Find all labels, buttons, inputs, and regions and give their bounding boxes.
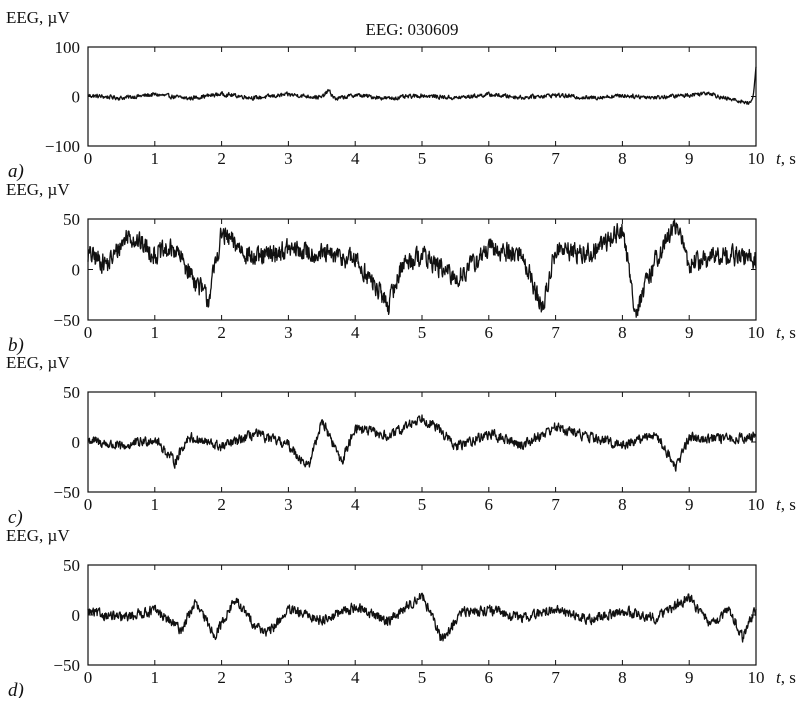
eeg-signal-line <box>87 66 757 105</box>
y-tick-label: 50 <box>63 383 80 402</box>
x-tick-label: 3 <box>284 495 293 514</box>
x-axis-label: t, s <box>776 495 796 514</box>
x-tick-label: 8 <box>618 323 627 342</box>
eeg-signal-line <box>87 592 757 643</box>
y-axis-label: EEG, µV <box>6 526 70 545</box>
y-axis-label: EEG, µV <box>6 180 70 199</box>
chart-title: EEG: 030609 <box>365 20 458 39</box>
x-tick-label: 3 <box>284 149 293 168</box>
y-tick-label: 0 <box>72 606 81 625</box>
y-axis-label: EEG, µV <box>6 353 70 372</box>
plot-frame <box>87 391 757 493</box>
x-tick-label: 0 <box>84 149 93 168</box>
y-tick-label: 50 <box>63 556 80 575</box>
x-tick-label: 2 <box>217 149 226 168</box>
x-tick-label: 4 <box>351 495 360 514</box>
x-tick-label: 8 <box>618 495 627 514</box>
x-tick-label: 1 <box>151 495 160 514</box>
x-tick-label: 6 <box>485 495 494 514</box>
x-tick-label: 7 <box>551 495 560 514</box>
panel-letter: d) <box>8 680 24 698</box>
y-tick-label: 50 <box>63 210 80 229</box>
x-tick-label: 1 <box>151 668 160 687</box>
y-tick-label: −50 <box>53 483 80 502</box>
x-tick-label: 0 <box>84 495 93 514</box>
x-tick-label: 7 <box>551 668 560 687</box>
panel-letter: c) <box>8 507 23 528</box>
x-tick-label: 7 <box>551 323 560 342</box>
y-tick-label: −100 <box>45 137 80 156</box>
x-tick-label: 5 <box>418 668 427 687</box>
panel-letter: b) <box>8 335 24 356</box>
y-tick-label: 0 <box>72 261 81 280</box>
x-tick-label: 0 <box>84 668 93 687</box>
x-tick-label: 2 <box>217 495 226 514</box>
y-tick-label: 100 <box>55 38 81 57</box>
eeg-signal-line <box>87 414 757 472</box>
x-tick-label: 10 <box>748 323 765 342</box>
x-tick-label: 1 <box>151 323 160 342</box>
x-tick-label: 8 <box>618 668 627 687</box>
x-tick-label: 5 <box>418 323 427 342</box>
y-tick-label: 0 <box>72 88 81 107</box>
x-tick-label: 4 <box>351 668 360 687</box>
x-tick-label: 10 <box>748 668 765 687</box>
x-tick-label: 10 <box>748 495 765 514</box>
y-axis-label: EEG, µV <box>6 8 70 27</box>
x-axis-label: t, s <box>776 668 796 687</box>
x-tick-label: 7 <box>551 149 560 168</box>
panel-letter: a) <box>8 161 24 182</box>
x-tick-label: 8 <box>618 149 627 168</box>
x-tick-label: 4 <box>351 149 360 168</box>
x-axis-label: t, s <box>776 149 796 168</box>
x-tick-label: 5 <box>418 149 427 168</box>
x-tick-label: 0 <box>84 323 93 342</box>
x-tick-label: 9 <box>685 668 694 687</box>
x-tick-label: 1 <box>151 149 160 168</box>
y-tick-label: −50 <box>53 656 80 675</box>
x-tick-label: 9 <box>685 149 694 168</box>
y-tick-label: −50 <box>53 311 80 330</box>
x-tick-label: 5 <box>418 495 427 514</box>
x-tick-label: 6 <box>485 668 494 687</box>
x-tick-label: 9 <box>685 495 694 514</box>
y-tick-label: 0 <box>72 433 81 452</box>
x-tick-label: 2 <box>217 323 226 342</box>
x-axis-label: t, s <box>776 323 796 342</box>
x-tick-label: 6 <box>485 323 494 342</box>
x-tick-label: 2 <box>217 668 226 687</box>
x-tick-label: 4 <box>351 323 360 342</box>
x-tick-label: 10 <box>748 149 765 168</box>
eeg-signal-line <box>87 218 757 318</box>
x-tick-label: 3 <box>284 323 293 342</box>
x-tick-label: 3 <box>284 668 293 687</box>
x-tick-label: 6 <box>485 149 494 168</box>
x-tick-label: 9 <box>685 323 694 342</box>
